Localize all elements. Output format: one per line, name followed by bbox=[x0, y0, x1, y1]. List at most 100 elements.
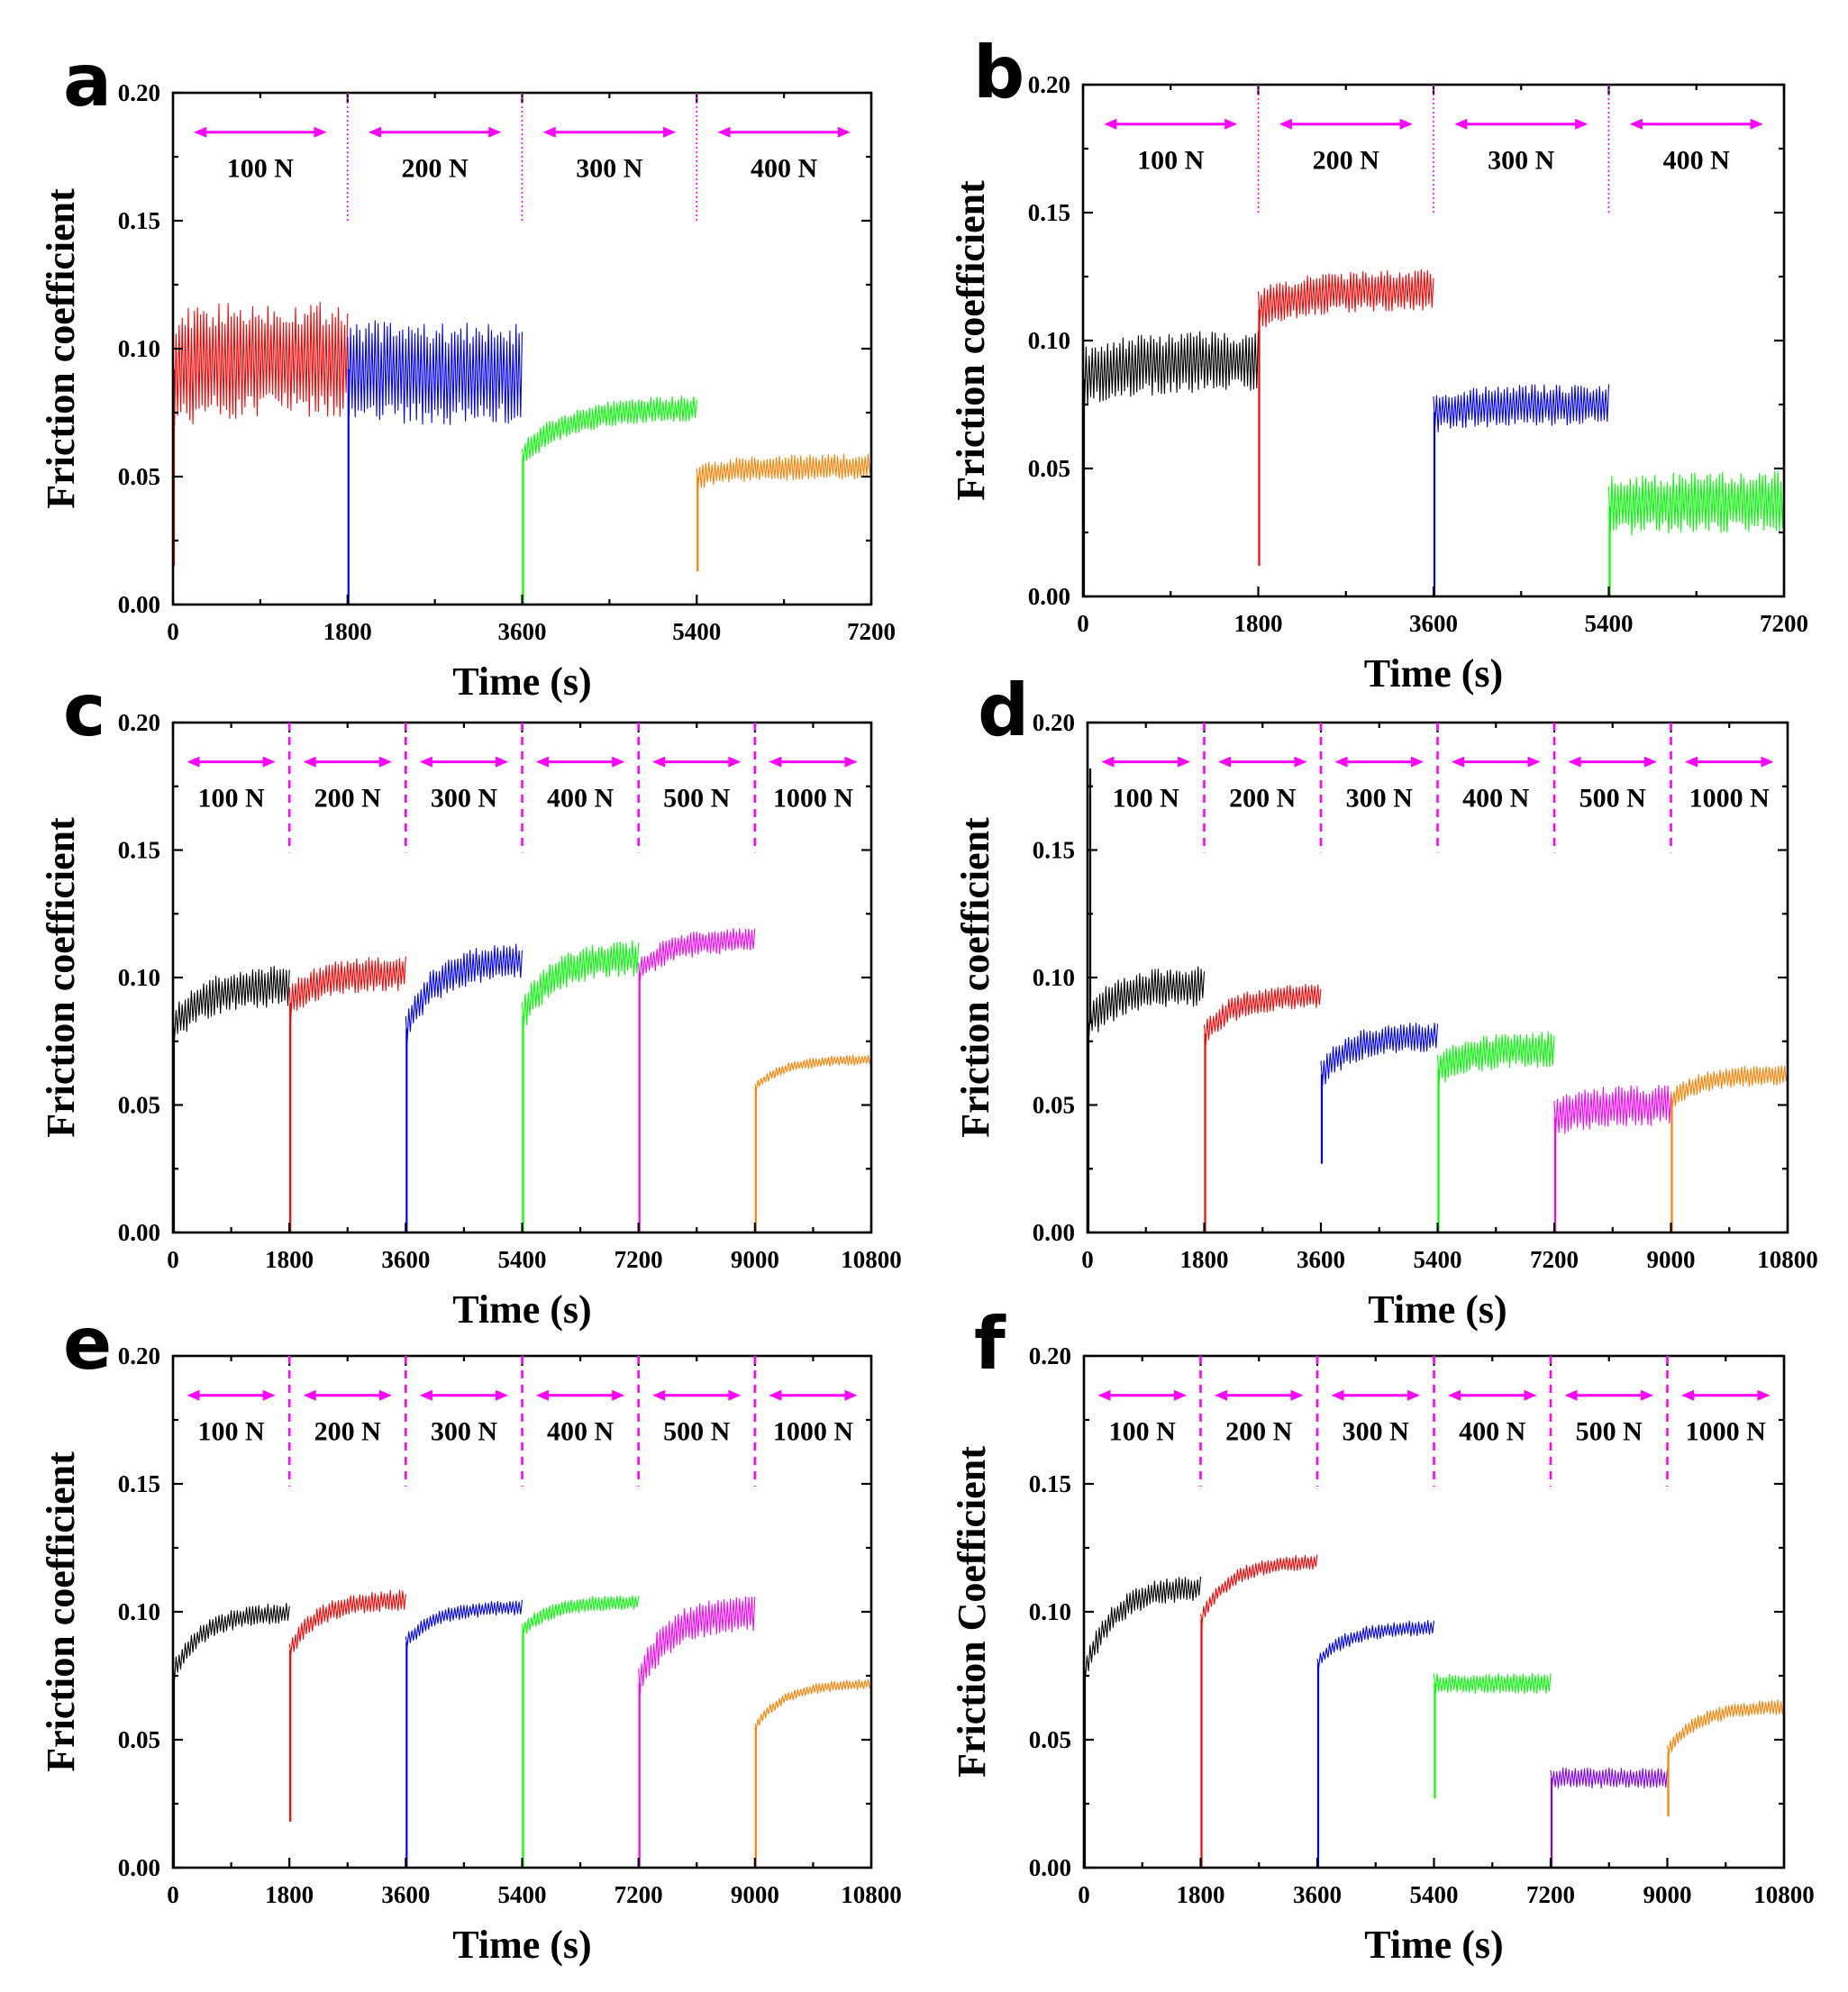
y-tick-label: 0.10 bbox=[118, 1598, 160, 1625]
arrow-head-right bbox=[1173, 1389, 1187, 1401]
series-line-300n bbox=[1316, 1620, 1435, 1669]
arrow-head-right bbox=[1575, 118, 1589, 130]
panel-letter: f bbox=[974, 1302, 1006, 1386]
x-tick-label: 1800 bbox=[1180, 1246, 1229, 1273]
arrow-head-left bbox=[1564, 1389, 1578, 1401]
series-line-100n bbox=[1082, 331, 1260, 407]
arrow-head-right bbox=[262, 1389, 276, 1401]
arrow-head-right bbox=[1224, 118, 1238, 130]
x-tick-label: 9000 bbox=[731, 1246, 779, 1273]
y-tick-label: 0.10 bbox=[1028, 327, 1070, 354]
series-line-400n bbox=[696, 453, 872, 488]
x-tick-label: 7200 bbox=[614, 1881, 663, 1908]
load-label: 200 N bbox=[314, 783, 382, 813]
double-arrow bbox=[194, 126, 327, 138]
y-tick-label: 0.10 bbox=[1033, 964, 1075, 991]
load-label: 1000 N bbox=[773, 783, 854, 813]
arrow-head-left bbox=[1334, 756, 1348, 768]
double-arrow bbox=[369, 126, 502, 138]
load-label: 500 N bbox=[1576, 1417, 1643, 1447]
arrow-head-right bbox=[496, 756, 508, 768]
double-arrow bbox=[1448, 1389, 1537, 1401]
series-line-400n bbox=[1433, 1673, 1552, 1695]
double-arrow bbox=[652, 756, 742, 768]
load-label: 100 N bbox=[197, 1417, 265, 1447]
y-tick-label: 0.00 bbox=[1028, 583, 1070, 610]
arrow-head-right bbox=[1406, 1389, 1420, 1401]
series-line-1000n bbox=[1666, 1699, 1785, 1755]
arrow-head-left bbox=[1454, 118, 1468, 130]
series-line-100n bbox=[172, 966, 290, 1040]
double-arrow bbox=[536, 756, 625, 768]
double-arrow bbox=[536, 1389, 625, 1401]
arrow-head-right bbox=[1750, 118, 1763, 130]
load-label: 200 N bbox=[1229, 783, 1297, 813]
load-label: 100 N bbox=[1113, 783, 1180, 813]
series-line-300n bbox=[521, 395, 697, 463]
arrow-head-left bbox=[1215, 1389, 1228, 1401]
arrow-head-right bbox=[1294, 756, 1307, 768]
x-tick-label: 7200 bbox=[847, 618, 896, 645]
panel-letter: d bbox=[978, 669, 1029, 752]
series-line-100n bbox=[172, 1603, 290, 1680]
series-line-400n bbox=[521, 940, 640, 1026]
arrow-head-left bbox=[1279, 118, 1292, 130]
double-arrow bbox=[717, 126, 851, 138]
x-tick-label: 5400 bbox=[672, 618, 721, 645]
x-tick-label: 5400 bbox=[498, 1246, 547, 1273]
load-label: 400 N bbox=[1459, 1417, 1526, 1447]
load-label: 500 N bbox=[1579, 783, 1647, 813]
x-tick-label: 3600 bbox=[381, 1246, 430, 1273]
y-tick-label: 0.05 bbox=[1033, 1092, 1075, 1119]
x-axis-title: Time (s) bbox=[452, 1287, 591, 1332]
arrow-head-right bbox=[1410, 756, 1424, 768]
arrow-head-right bbox=[496, 1389, 508, 1401]
y-axis-title: Friction coefficient bbox=[39, 188, 83, 509]
x-tick-label: 5400 bbox=[1585, 610, 1634, 637]
panel-d: d 0.00 0.05 0.10 0.15 0.20 0 1800 3600 5400 7200 90… bbox=[953, 669, 1818, 1332]
arrow-head-left bbox=[536, 756, 549, 768]
double-arrow bbox=[1334, 756, 1424, 768]
arrow-head-right bbox=[1177, 756, 1190, 768]
arrow-head-right bbox=[1290, 1389, 1304, 1401]
panel-letter: a bbox=[63, 39, 112, 123]
arrow-head-left bbox=[1685, 756, 1698, 768]
series-line-400n bbox=[521, 1595, 640, 1634]
load-label: 300 N bbox=[431, 783, 498, 813]
x-tick-label: 0 bbox=[1077, 610, 1089, 637]
series-line-100n bbox=[1083, 1576, 1202, 1678]
y-tick-label: 0.05 bbox=[1028, 455, 1070, 482]
double-arrow bbox=[1681, 1389, 1771, 1401]
x-axis-title: Time (s) bbox=[452, 659, 591, 704]
y-tick-label: 0.15 bbox=[1028, 199, 1070, 226]
double-arrow bbox=[303, 1389, 392, 1401]
load-label: 100 N bbox=[197, 783, 265, 813]
arrow-head-right bbox=[262, 756, 276, 768]
double-arrow bbox=[1097, 1389, 1187, 1401]
panel-c: c 0.00 0.05 0.10 0.15 0.20 0 1800 3600 5400 7200 90… bbox=[39, 669, 902, 1332]
arrow-head-left bbox=[1568, 756, 1581, 768]
panel-letter: e bbox=[63, 1302, 112, 1386]
y-tick-label: 0.00 bbox=[1033, 1219, 1075, 1246]
y-axis-title: Friction Coefficient bbox=[950, 1446, 994, 1778]
arrow-head-right bbox=[663, 126, 676, 138]
arrow-head-right bbox=[378, 756, 392, 768]
arrow-head-right bbox=[612, 1389, 625, 1401]
x-tick-label: 3600 bbox=[1297, 1246, 1345, 1273]
y-tick-label: 0.00 bbox=[118, 1219, 160, 1246]
load-label: 1000 N bbox=[773, 1417, 854, 1447]
y-tick-label: 0.20 bbox=[1029, 1342, 1071, 1369]
load-label: 400 N bbox=[547, 783, 614, 813]
load-label: 200 N bbox=[402, 154, 469, 184]
x-tick-label: 5400 bbox=[1410, 1881, 1459, 1908]
arrow-head-right bbox=[314, 126, 327, 138]
arrow-head-right bbox=[844, 1389, 858, 1401]
arrow-head-right bbox=[728, 1389, 742, 1401]
arrow-head-left bbox=[303, 1389, 316, 1401]
load-label: 300 N bbox=[1343, 1417, 1410, 1447]
x-tick-label: 1800 bbox=[323, 618, 372, 645]
series-line-300n bbox=[405, 943, 523, 1043]
series-line-1000n bbox=[754, 1678, 872, 1729]
y-tick-label: 0.10 bbox=[118, 964, 160, 991]
arrow-head-right bbox=[1757, 1389, 1771, 1401]
